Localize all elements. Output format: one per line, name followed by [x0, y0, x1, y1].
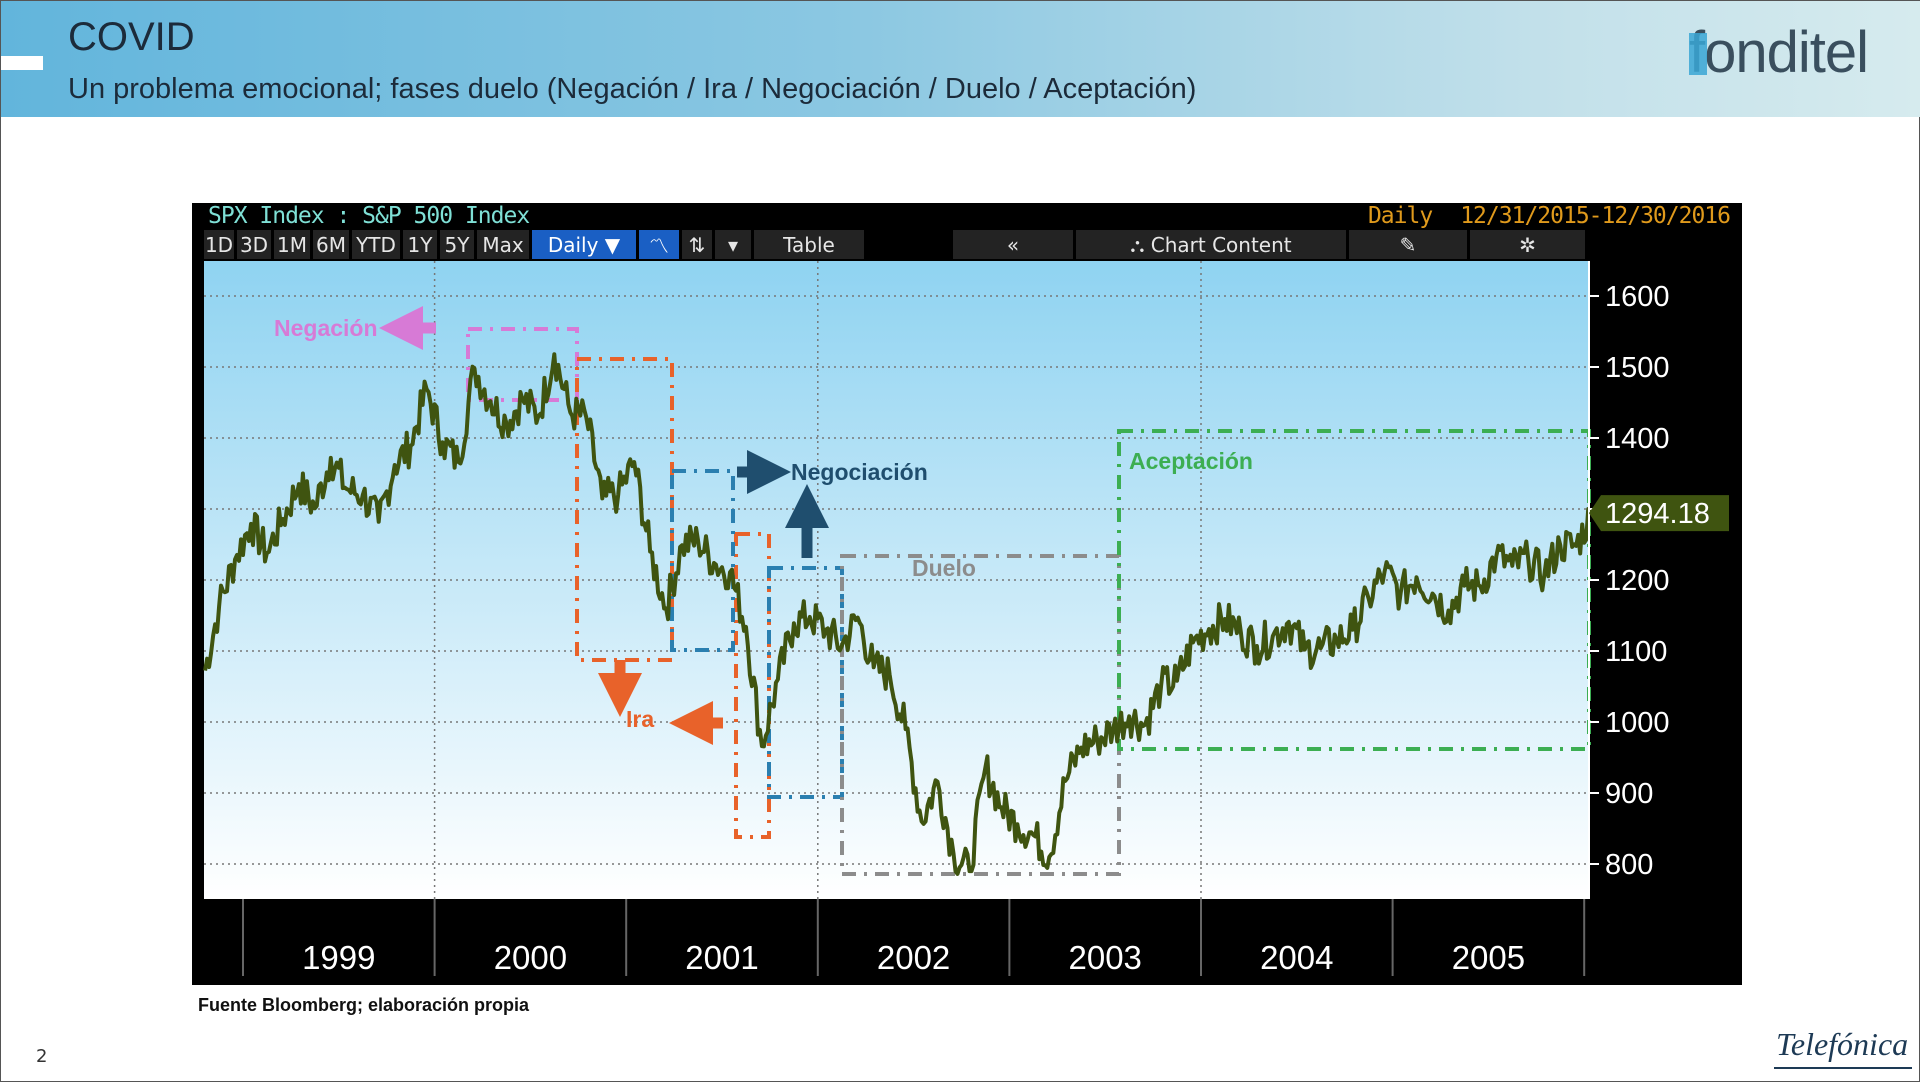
header-marker [1, 56, 43, 70]
toolbar-button-9[interactable]: 〽 [639, 230, 679, 259]
x-tick-label: 2002 [877, 939, 950, 976]
toolbar-button-16[interactable]: ✲ [1470, 230, 1585, 259]
spx-price-line [203, 352, 1593, 876]
y-tick-label: 1200 [1605, 565, 1670, 597]
toolbar-button-3[interactable]: 6M [313, 230, 349, 259]
y-tick-label: 900 [1605, 778, 1653, 810]
slide-title: COVID [68, 15, 195, 59]
chart-date-range: Daily 12/31/2015-12/30/2016 [1367, 203, 1731, 229]
x-tick-label: 2000 [494, 939, 567, 976]
x-tick-label: 2001 [685, 939, 758, 976]
negociacion-box [670, 469, 735, 652]
slide-subtitle: Un problema emocional; fases duelo (Nega… [68, 73, 1197, 105]
x-tick-label: 2004 [1260, 939, 1333, 976]
toolbar-button-13[interactable]: « [953, 230, 1073, 259]
ira-label: Ira [626, 706, 654, 732]
page-number: 2 [36, 1046, 48, 1067]
x-tick-label: 2005 [1452, 939, 1525, 976]
aceptacion-label: Aceptación [1129, 448, 1253, 474]
toolbar-button-5[interactable]: 1Y [403, 230, 437, 259]
negacion-label: Negación [274, 315, 378, 341]
y-tick-label: 800 [1605, 849, 1653, 881]
toolbar-button-11[interactable]: ▾ [715, 230, 751, 259]
y-tick-label: 1400 [1605, 423, 1670, 455]
toolbar-button-12[interactable]: Table [754, 230, 864, 259]
y-tick-label: 1100 [1605, 636, 1667, 668]
y-tick-label: 1500 [1605, 352, 1670, 384]
telefonica-logo: Telefónica [1773, 1026, 1913, 1069]
ira-box-2 [734, 532, 771, 839]
toolbar-button-1[interactable]: 3D [237, 230, 271, 259]
x-tick-label: 1999 [302, 939, 375, 976]
toolbar-button-4[interactable]: YTD [352, 230, 400, 259]
x-tick-label: 2003 [1068, 939, 1141, 976]
last-value-tag [1589, 495, 1729, 532]
fonditel-logo: fonditel [1689, 20, 1869, 85]
source-note: Fuente Bloomberg; elaboración propia [198, 995, 530, 1015]
y-tick-label: 1000 [1605, 707, 1670, 739]
toolbar-button-10[interactable]: ⇅ [682, 230, 712, 259]
toolbar-button-14[interactable]: ⛬ Chart Content [1076, 230, 1346, 259]
toolbar-button-15[interactable]: ✎ [1349, 230, 1467, 259]
toolbar-button-6[interactable]: 5Y [440, 230, 474, 259]
chart-toolbar: 1D 3D 1M 6M YTD 1Y 5Y Max Daily ▼ 〽 ⇅ ▾ Table «⛬ Char… [204, 230, 1585, 259]
last-value-label: 1294.18 [1605, 498, 1710, 530]
chart-ticker-title: SPX Index : S&P 500 Index [208, 203, 530, 229]
toolbar-button-2[interactable]: 1M [274, 230, 310, 259]
toolbar-button-7[interactable]: Max [477, 230, 529, 259]
toolbar-button-8[interactable]: Daily ▼ [532, 230, 636, 259]
duelo-label: Duelo [912, 555, 976, 581]
toolbar-button-0[interactable]: 1D [204, 230, 234, 259]
negociacion-label: Negociación [791, 459, 928, 485]
slide-header: COVID Un problema emocional; fases duelo… [1, 1, 1920, 117]
y-tick-label: 1600 [1605, 281, 1670, 313]
